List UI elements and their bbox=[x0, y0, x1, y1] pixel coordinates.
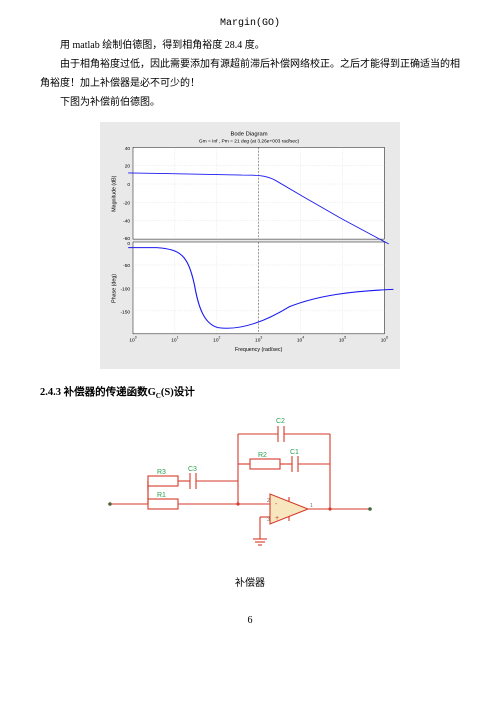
svg-text:+: + bbox=[275, 515, 279, 522]
svg-text:-20: -20 bbox=[123, 200, 130, 206]
circuit-svg: R1 R3 C3 bbox=[100, 409, 400, 564]
svg-text:40: 40 bbox=[125, 146, 131, 152]
circuit-r2 bbox=[250, 459, 280, 469]
svg-text:-100: -100 bbox=[120, 286, 130, 292]
page-number: 6 bbox=[40, 611, 460, 630]
paragraph-1: 用 matlab 绘制伯德图，得到相角裕度 28.4 度。 bbox=[40, 36, 460, 55]
bode-svg: Bode Diagram Gm = Inf , Pm = 21 deg (at … bbox=[104, 126, 394, 358]
paragraph-3: 下图为补偿前伯德图。 bbox=[40, 93, 460, 112]
svg-text:1: 1 bbox=[310, 503, 313, 509]
circuit-figure: R1 R3 C3 bbox=[100, 409, 400, 564]
bode-phase-ylabel: Phase (deg) bbox=[112, 274, 118, 303]
svg-text:101: 101 bbox=[171, 336, 178, 344]
svg-text:-40: -40 bbox=[123, 219, 130, 225]
paragraph-2: 由于相角裕度过低，因此需要添加有源超前滞后补偿网络校正。之后才能得到正确适当的相… bbox=[40, 55, 460, 93]
svg-text:103: 103 bbox=[255, 336, 262, 344]
svg-text:100: 100 bbox=[129, 336, 136, 344]
circuit-caption: 补偿器 bbox=[40, 574, 460, 593]
circuit-r1 bbox=[148, 499, 178, 509]
circuit-r1-label: R1 bbox=[157, 492, 166, 499]
svg-text:2: 2 bbox=[267, 498, 270, 504]
svg-text:3: 3 bbox=[267, 517, 270, 523]
circuit-c2-label: C2 bbox=[276, 418, 285, 425]
svg-text:105: 105 bbox=[339, 336, 346, 344]
circuit-c3-label: C3 bbox=[188, 466, 197, 473]
svg-text:0: 0 bbox=[127, 241, 130, 247]
header-code: Margin(GO) bbox=[40, 14, 460, 33]
bode-figure: Bode Diagram Gm = Inf , Pm = 21 deg (at … bbox=[100, 122, 400, 369]
bode-title: Bode Diagram bbox=[230, 132, 267, 138]
svg-text:-50: -50 bbox=[123, 263, 130, 269]
bode-subtitle: Gm = Inf , Pm = 21 deg (at 3.26e+003 rad… bbox=[199, 138, 300, 144]
svg-text:-150: -150 bbox=[120, 310, 130, 316]
circuit-c1-label: C1 bbox=[290, 449, 299, 456]
svg-text:20: 20 bbox=[125, 164, 131, 170]
circuit-output-node bbox=[368, 508, 372, 512]
svg-text:106: 106 bbox=[381, 336, 388, 344]
bode-phase-yticklabels: 0 -50 -100 -150 bbox=[120, 241, 130, 316]
svg-text:104: 104 bbox=[297, 336, 304, 344]
svg-text:0: 0 bbox=[127, 182, 130, 188]
section-title: 2.4.3 补偿器的传递函数GC(S)设计 bbox=[40, 383, 460, 403]
svg-text:102: 102 bbox=[213, 336, 220, 344]
circuit-r3 bbox=[148, 476, 178, 486]
circuit-r2-label: R2 bbox=[258, 452, 267, 459]
bode-xticklabels: 100 101 102 103 104 105 106 bbox=[129, 336, 388, 344]
circuit-r3-label: R3 bbox=[157, 469, 166, 476]
bode-mag-ylabel: Magnitude (dB) bbox=[112, 175, 118, 211]
bode-mag-yticklabels: 40 20 0 -20 -40 -60 bbox=[123, 146, 130, 242]
bode-xlabel: Frequency (rad/sec) bbox=[235, 347, 283, 353]
